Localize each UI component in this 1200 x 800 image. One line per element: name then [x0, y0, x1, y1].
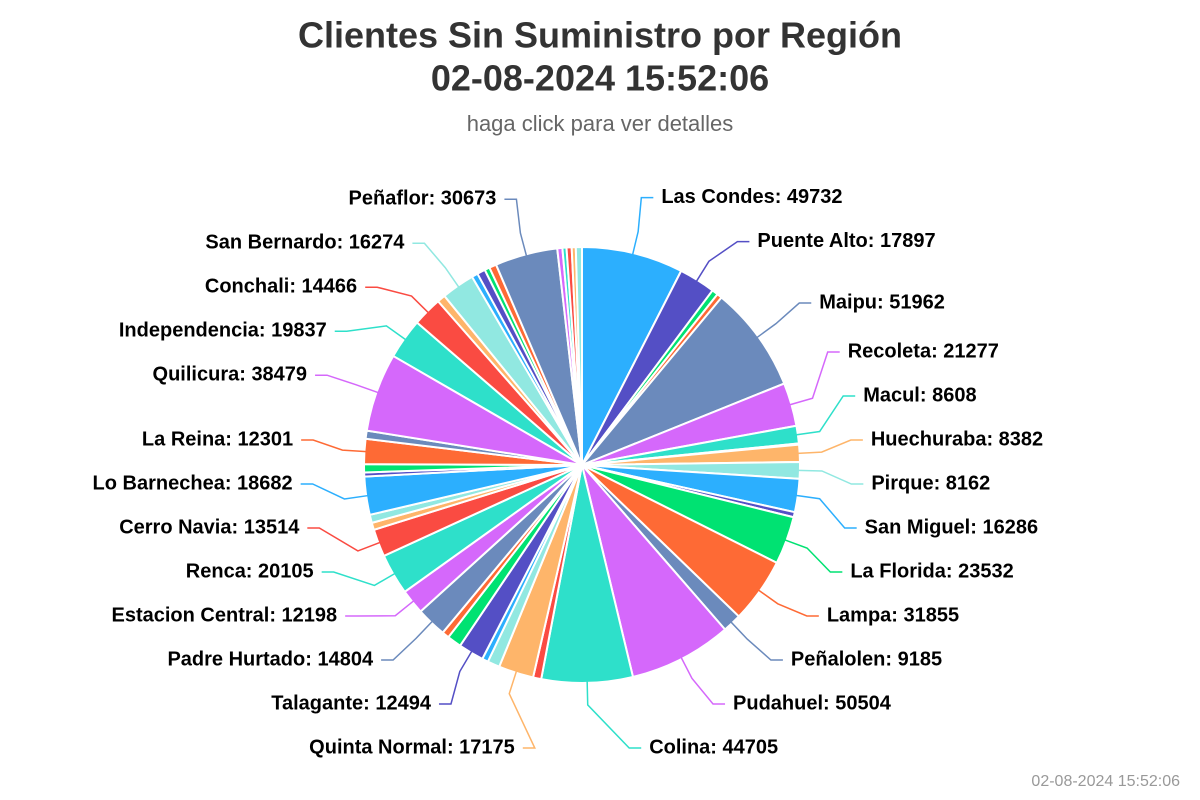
data-label: San Bernardo: 16274 — [205, 231, 405, 253]
leader-line — [321, 571, 396, 587]
data-label: Renca: 20105 — [186, 560, 314, 582]
data-label: Peñalolen: 9185 — [791, 648, 942, 670]
leader-line — [586, 680, 642, 749]
data-label: San Miguel: 16286 — [865, 516, 1038, 538]
data-label: Recoleta: 21277 — [848, 340, 999, 362]
chart-title: Clientes Sin Suministro por Región — [298, 15, 902, 56]
leader-line — [508, 670, 536, 749]
leader-line — [784, 539, 843, 573]
chart-title-line2: 02-08-2024 15:52:06 — [431, 58, 769, 99]
data-label: La Reina: 12301 — [142, 428, 293, 450]
leader-line — [695, 240, 750, 283]
data-label: Maipu: 51962 — [819, 291, 945, 313]
data-label: Padre Hurtado: 14804 — [167, 648, 374, 670]
data-label: Lampa: 31855 — [827, 604, 959, 626]
data-label: Quilicura: 38479 — [153, 363, 308, 385]
leader-line — [307, 527, 381, 552]
data-label: Lo Barnechea: 18682 — [93, 472, 293, 494]
data-label: Colina: 44705 — [649, 736, 778, 758]
data-label: Peñaflor: 30673 — [349, 187, 497, 209]
leader-line — [730, 621, 783, 661]
data-label: Pudahuel: 50504 — [733, 692, 892, 714]
leader-line — [504, 198, 528, 257]
leader-line — [438, 650, 473, 705]
leader-line — [680, 656, 726, 705]
leader-line — [797, 439, 863, 455]
leader-line — [381, 620, 434, 661]
data-label: Talagante: 12494 — [271, 692, 432, 714]
leader-line — [756, 302, 812, 339]
data-label: Independencia: 19837 — [119, 319, 327, 341]
pie-slice[interactable] — [574, 245, 583, 466]
leader-line — [789, 351, 840, 406]
data-label: Pirque: 8162 — [871, 472, 990, 494]
leader-line — [631, 196, 654, 256]
chart-subtitle: haga click para ver detalles — [467, 111, 734, 136]
data-label: Macul: 8608 — [863, 384, 976, 406]
leader-line — [795, 494, 857, 529]
data-label: Puente Alto: 17897 — [757, 230, 935, 252]
data-label: Quinta Normal: 17175 — [309, 736, 515, 758]
data-label: Estacion Central: 12198 — [112, 604, 338, 626]
leader-line — [315, 374, 379, 394]
leader-line — [345, 600, 415, 617]
data-label: Cerro Navia: 13514 — [119, 516, 300, 538]
leader-line — [795, 395, 856, 436]
leader-line — [334, 325, 407, 341]
credits: 02-08-2024 15:52:06 — [1031, 773, 1180, 790]
leader-line — [300, 483, 369, 500]
leader-line — [797, 469, 864, 485]
data-label: Las Condes: 49732 — [661, 186, 842, 208]
leader-line — [412, 242, 460, 288]
leader-line — [301, 439, 367, 453]
leader-line — [365, 286, 430, 314]
data-label: Conchali: 14466 — [205, 275, 357, 297]
leader-line — [757, 589, 819, 617]
data-label: Huechuraba: 8382 — [871, 428, 1043, 450]
data-label: La Florida: 23532 — [850, 560, 1013, 582]
